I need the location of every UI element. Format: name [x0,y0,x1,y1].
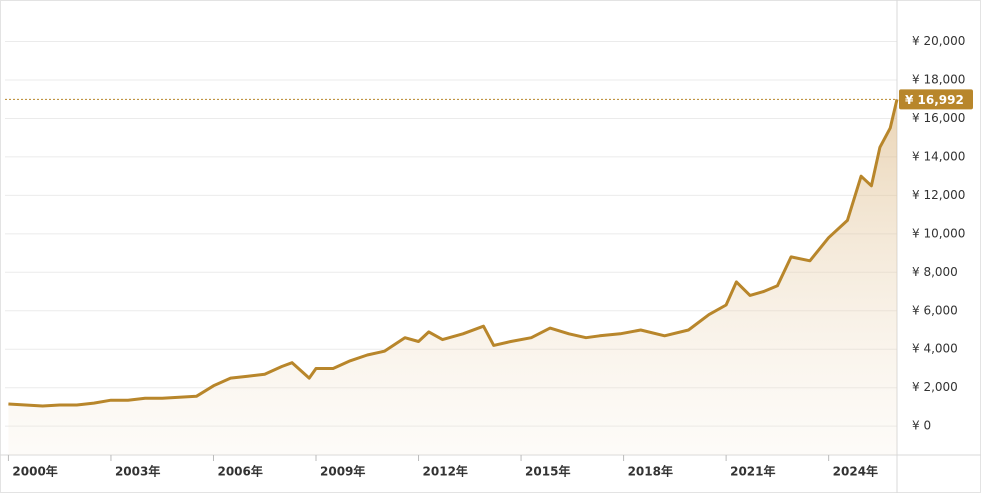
y-tick-label: ¥ 10,000 [912,226,965,240]
y-tick-label: ¥ 16,000 [912,111,965,125]
area [8,99,897,456]
y-tick-label: ¥ 0 [912,419,931,433]
x-tick-label: 2009年 [320,464,365,479]
y-tick-label: ¥ 18,000 [912,73,965,87]
current-price-box [899,89,973,110]
price-line [8,99,899,408]
x-tick-label: 2021年 [730,464,775,479]
y-tick-label: ¥ 2,000 [912,380,958,394]
y-tick-label: ¥ 4,000 [912,342,958,356]
x-tick-label: 2024年 [833,464,878,479]
x-tick-label: 2018年 [628,464,673,479]
y-tick-label: ¥ 8,000 [912,265,958,279]
x-tick-label: 2012年 [423,464,468,479]
current-price-label: ¥ 16,992 [905,93,964,107]
y-tick-label: ¥ 20,000 [912,34,965,48]
x-tick-label: 2003年 [115,464,160,479]
y-tick-label: ¥ 14,000 [912,149,965,163]
x-tick-label: 2015年 [525,464,570,479]
y-tick-label: ¥ 6,000 [912,303,958,317]
x-tick-label: 2000年 [12,464,57,479]
y-tick-label: ¥ 12,000 [912,188,965,202]
x-tick-label: 2006年 [217,464,262,479]
